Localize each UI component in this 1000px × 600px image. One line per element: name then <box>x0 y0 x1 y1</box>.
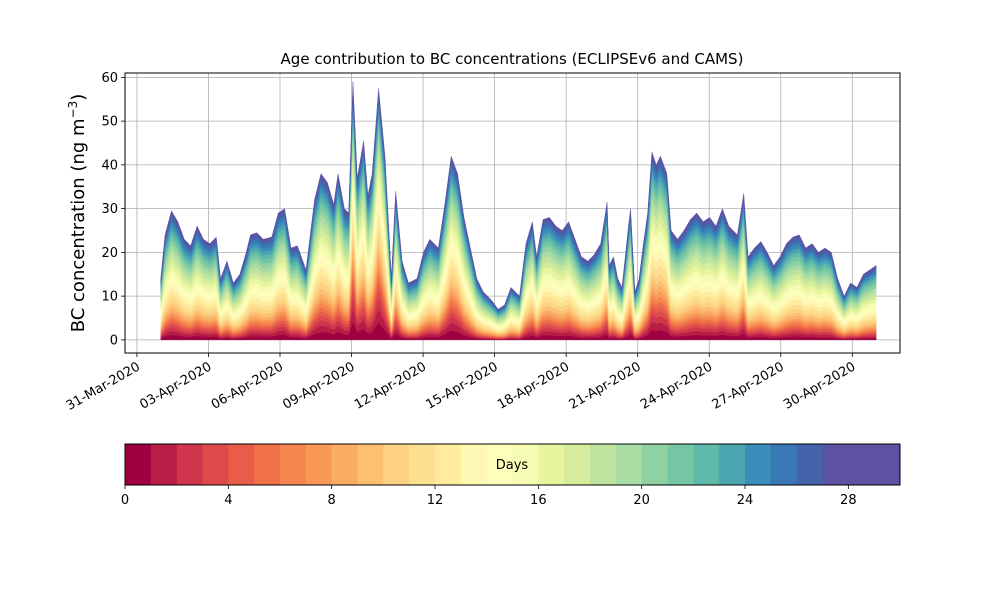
x-tick-label: 06-Apr-2020 <box>209 359 286 412</box>
colorbar-tick-label: 28 <box>840 493 857 508</box>
age-band-27-days-area <box>160 81 877 311</box>
colorbar-swatch-14 <box>486 444 514 485</box>
colorbar-swatch-23 <box>719 444 746 485</box>
chart-title: Age contribution to BC concentrations (E… <box>281 50 744 68</box>
y-axis-label-close: ) <box>68 94 89 101</box>
colorbar-swatch-13 <box>460 444 488 485</box>
x-tick-label: 27-Apr-2020 <box>710 359 787 412</box>
colorbar-tick-label: 16 <box>530 493 547 508</box>
colorbar-tick-label: 4 <box>224 493 232 508</box>
x-tick-label: 03-Apr-2020 <box>137 359 214 412</box>
colorbar-swatch-27 <box>822 444 849 485</box>
colorbar-swatch-15 <box>512 444 539 485</box>
colorbar-swatch-24 <box>745 444 772 485</box>
colorbar-label: Days <box>496 458 529 473</box>
x-tick-label: 30-Apr-2020 <box>781 359 858 412</box>
colorbar-swatch-8 <box>331 444 359 485</box>
y-tick-label: 60 <box>101 71 118 86</box>
colorbar-swatch-19 <box>615 444 643 485</box>
y-axis-label-exponent: −3 <box>66 101 80 119</box>
colorbar-tick-label: 8 <box>328 493 336 508</box>
colorbar-swatch-3 <box>202 444 229 485</box>
colorbar-swatch-end <box>848 444 900 485</box>
colorbar-swatch-17 <box>564 444 591 485</box>
colorbar-tick-label: 20 <box>633 493 650 508</box>
colorbar-swatch-4 <box>228 444 255 485</box>
colorbar-swatch-21 <box>667 444 694 485</box>
colorbar-swatch-2 <box>176 444 204 485</box>
colorbar-swatch-11 <box>409 444 436 485</box>
colorbar-swatch-26 <box>796 444 824 485</box>
x-tick-label: 24-Apr-2020 <box>638 359 715 412</box>
x-tick-label: 12-Apr-2020 <box>352 359 429 412</box>
colorbar-swatch-18 <box>590 444 617 485</box>
y-axis-label: BC concentration (ng m−3) <box>66 94 89 333</box>
colorbar-swatch-10 <box>383 444 410 485</box>
colorbar-frame <box>124 443 901 486</box>
y-tick-label: 10 <box>101 290 118 305</box>
colorbar-swatch-12 <box>435 444 462 485</box>
colorbar-tick-label: 0 <box>121 493 129 508</box>
colorbar-tick-label: 24 <box>737 493 754 508</box>
colorbar-swatch-20 <box>641 444 669 485</box>
x-tick-label: 18-Apr-2020 <box>495 359 572 412</box>
colorbar-swatch-22 <box>693 444 720 485</box>
x-tick-label: 15-Apr-2020 <box>423 359 500 412</box>
colorbar-swatch-16 <box>538 444 565 485</box>
y-tick-label: 30 <box>101 202 118 217</box>
y-axis-label-main: BC concentration (ng m <box>68 118 89 332</box>
x-tick-label: 21-Apr-2020 <box>567 359 644 412</box>
y-tick-label: 40 <box>101 158 118 173</box>
colorbar-swatch-1 <box>150 444 178 485</box>
colorbar-swatch-5 <box>254 444 281 485</box>
colorbar: 0 4 8 12 16 20 24 28 <box>121 443 901 508</box>
plot-frame <box>124 72 901 354</box>
colorbar-tick-label: 12 <box>427 493 444 508</box>
y-tick-label: 50 <box>101 115 118 130</box>
colorbar-swatch-9 <box>357 444 384 485</box>
y-tick-label: 0 <box>110 333 118 348</box>
colorbar-swatch-6 <box>280 444 307 485</box>
x-axis: 31-Mar-202003-Apr-202006-Apr-202009-Apr-… <box>64 353 858 414</box>
x-tick-label: 09-Apr-2020 <box>280 359 357 412</box>
y-axis: 0 10 20 30 40 50 60 <box>101 71 125 348</box>
x-tick-label: 31-Mar-2020 <box>64 359 143 413</box>
colorbar-swatch-0 <box>125 444 152 485</box>
y-tick-label: 20 <box>101 246 118 261</box>
colorbar-swatch-7 <box>305 444 333 485</box>
colorbar-swatch-25 <box>770 444 798 485</box>
stacked-areas <box>160 81 877 341</box>
